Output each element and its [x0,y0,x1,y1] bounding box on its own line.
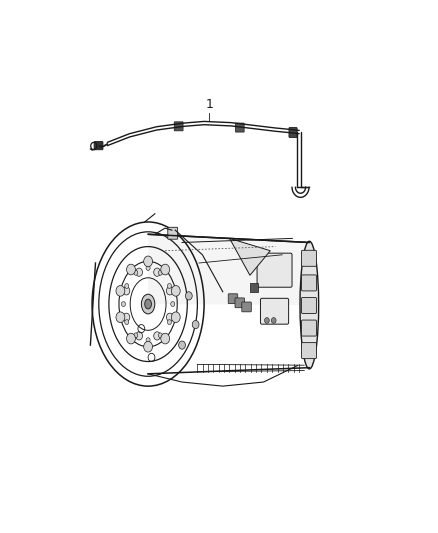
FancyBboxPatch shape [174,122,183,131]
Bar [250,282,258,292]
Circle shape [125,284,129,288]
Circle shape [144,256,152,266]
Circle shape [166,287,173,295]
Circle shape [171,312,180,322]
Circle shape [144,342,152,352]
Circle shape [127,333,135,344]
Circle shape [127,264,135,275]
Circle shape [161,264,170,275]
Circle shape [161,333,170,344]
FancyBboxPatch shape [301,343,317,359]
Circle shape [167,284,172,288]
Circle shape [171,302,175,306]
FancyBboxPatch shape [257,253,292,287]
Polygon shape [230,238,270,276]
FancyBboxPatch shape [235,123,244,132]
Circle shape [265,318,269,324]
Circle shape [154,332,160,340]
Circle shape [159,333,162,338]
Circle shape [134,333,138,338]
FancyBboxPatch shape [301,251,317,266]
Ellipse shape [300,241,319,369]
Ellipse shape [145,299,152,309]
Circle shape [185,292,192,300]
Circle shape [179,341,185,349]
Circle shape [123,313,130,321]
Circle shape [154,268,160,276]
FancyBboxPatch shape [261,298,289,324]
FancyBboxPatch shape [289,127,297,138]
Circle shape [125,320,129,325]
Ellipse shape [141,294,155,314]
Circle shape [171,286,180,296]
Circle shape [136,332,142,340]
Circle shape [192,320,199,329]
FancyBboxPatch shape [168,227,178,239]
Circle shape [136,268,142,276]
FancyBboxPatch shape [235,298,244,308]
FancyBboxPatch shape [301,275,317,291]
Circle shape [123,287,130,295]
Circle shape [146,265,150,270]
Circle shape [271,318,276,324]
FancyBboxPatch shape [94,142,103,150]
FancyBboxPatch shape [301,320,317,336]
FancyBboxPatch shape [301,297,317,313]
Circle shape [121,302,126,306]
Circle shape [166,313,173,321]
Circle shape [134,270,138,275]
Text: 1: 1 [205,98,213,111]
FancyBboxPatch shape [228,294,238,304]
FancyBboxPatch shape [242,302,251,312]
Circle shape [116,286,125,296]
Circle shape [159,270,162,275]
Polygon shape [148,235,309,305]
Circle shape [167,320,172,325]
Circle shape [146,338,150,343]
Circle shape [116,312,125,322]
